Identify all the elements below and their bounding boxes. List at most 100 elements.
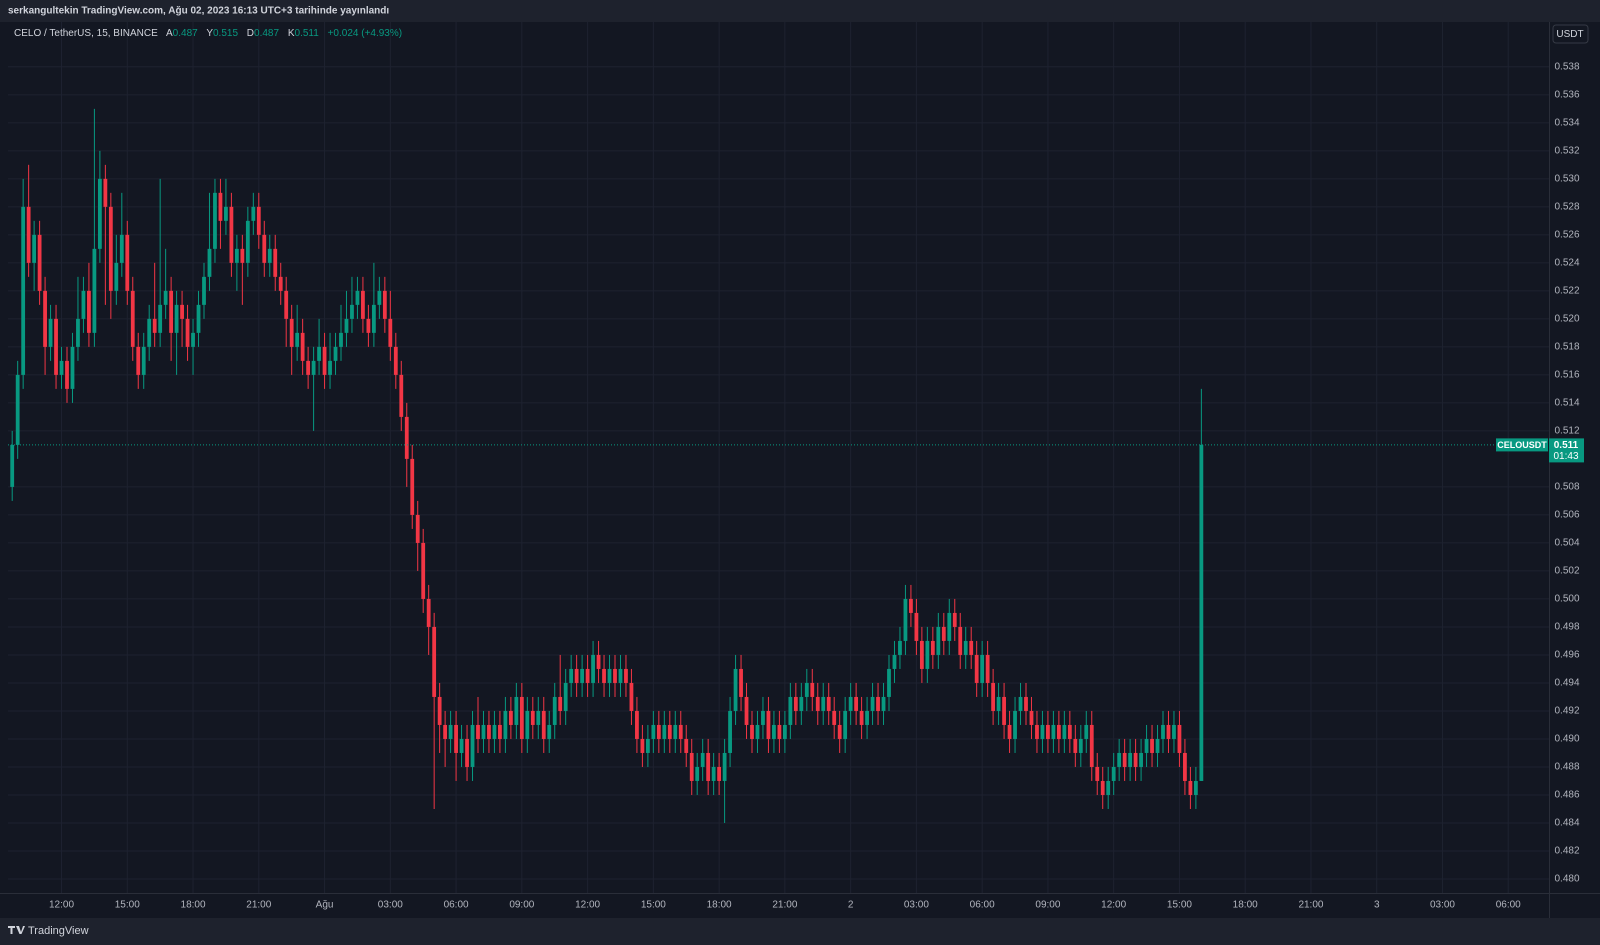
candle-body <box>492 724 497 739</box>
candle-body <box>980 654 985 683</box>
candle-body <box>70 346 75 389</box>
candle-body <box>169 290 174 333</box>
candle-body <box>1106 780 1111 795</box>
currency-box[interactable] <box>1552 24 1589 44</box>
candle-body <box>909 598 913 613</box>
candle-body <box>10 444 15 487</box>
candle-body <box>930 640 935 655</box>
candle-body <box>333 346 338 361</box>
candle-body <box>547 724 552 739</box>
candle-body <box>245 220 250 263</box>
candle-body <box>788 696 793 725</box>
candle-body <box>76 318 80 347</box>
candle-body <box>810 682 815 697</box>
symbol: CELO / TetherUS, 15, BINANCE <box>14 28 158 39</box>
candle-body <box>750 724 754 739</box>
candle-body <box>81 290 86 319</box>
candle-body <box>328 360 332 375</box>
price-tag-box <box>1549 438 1584 463</box>
candle-body <box>289 318 294 347</box>
candle-body <box>1024 696 1028 711</box>
x-tick-label: 06:00 <box>444 900 469 911</box>
candle-body <box>552 696 557 725</box>
x-tick-label: 15:00 <box>115 900 140 911</box>
candle-body <box>366 318 371 333</box>
candle-body <box>1029 710 1034 725</box>
open-label: A <box>166 28 173 39</box>
candle-body <box>229 206 234 263</box>
legend: CELO / TetherUS, 15, BINANCE A0.487 Y0.5… <box>14 28 402 39</box>
candle-body <box>125 234 130 291</box>
x-tick-label: 3 <box>1374 900 1380 911</box>
candle-body <box>202 276 206 305</box>
candle-body <box>514 696 519 725</box>
candle-body <box>925 640 930 669</box>
candle-body <box>114 262 119 291</box>
candle-body <box>1089 724 1094 767</box>
close-value: 0.511 <box>295 28 320 39</box>
candle-body <box>821 696 826 711</box>
candle-body <box>15 374 20 445</box>
candle-body <box>870 696 875 711</box>
candle-body <box>130 290 135 347</box>
x-tick-label: 21:00 <box>772 900 797 911</box>
y-tick-label: 0.506 <box>1554 510 1579 521</box>
candle-body <box>678 724 683 739</box>
candle-body <box>1100 780 1105 795</box>
candle-body <box>569 668 574 683</box>
low-label: D <box>247 28 254 39</box>
candle-body <box>887 668 891 697</box>
candle-body <box>311 360 316 375</box>
candle-body <box>536 710 541 725</box>
y-tick-label: 0.480 <box>1554 874 1579 885</box>
candle-body <box>267 248 272 263</box>
candle-body <box>804 682 809 697</box>
candle-body <box>903 598 908 641</box>
y-tick-label: 0.512 <box>1554 426 1579 437</box>
currency[interactable]: USDT <box>1556 29 1583 40</box>
candle-body <box>481 724 486 739</box>
candle-body <box>645 738 650 753</box>
y-tick-label: 0.536 <box>1554 89 1579 100</box>
candle-body <box>673 724 678 739</box>
x-tick-label: 18:00 <box>707 900 732 911</box>
x-tick-label: 06:00 <box>970 900 995 911</box>
symbol-tag-box <box>1496 438 1548 452</box>
candle-body <box>448 724 453 739</box>
candle-body <box>1128 752 1133 767</box>
y-tick-label: 0.538 <box>1554 61 1579 72</box>
candle-body <box>1117 752 1122 767</box>
candle-body <box>65 360 69 389</box>
candle-body <box>662 724 667 739</box>
candle-body <box>1144 738 1149 753</box>
candle-body <box>876 696 880 711</box>
candle-body <box>777 724 782 739</box>
candle-body <box>969 640 974 655</box>
candle-body <box>558 696 563 711</box>
top-bar <box>0 0 1600 22</box>
candle-body <box>722 752 727 781</box>
candle-body <box>1002 696 1006 725</box>
candle-body <box>1150 738 1154 753</box>
candle-body <box>843 710 848 739</box>
y-tick-label: 0.494 <box>1554 678 1579 689</box>
x-tick-label: 06:00 <box>1496 900 1521 911</box>
candle-body <box>1166 724 1171 739</box>
candle-body <box>613 668 617 683</box>
candle-body <box>766 710 771 739</box>
candle-body <box>667 724 672 739</box>
candle-body <box>377 290 382 305</box>
brand: TradingView <box>28 925 89 937</box>
candle-body <box>454 724 458 753</box>
candle-body <box>43 290 47 347</box>
candle-body <box>1040 724 1045 739</box>
candle-body <box>651 724 656 739</box>
candle-body <box>525 710 530 739</box>
high-value: 0.515 <box>213 28 238 39</box>
candle-body <box>465 738 469 767</box>
candle-body <box>1046 724 1050 739</box>
candle-body <box>898 640 902 655</box>
candle-body <box>717 766 722 781</box>
